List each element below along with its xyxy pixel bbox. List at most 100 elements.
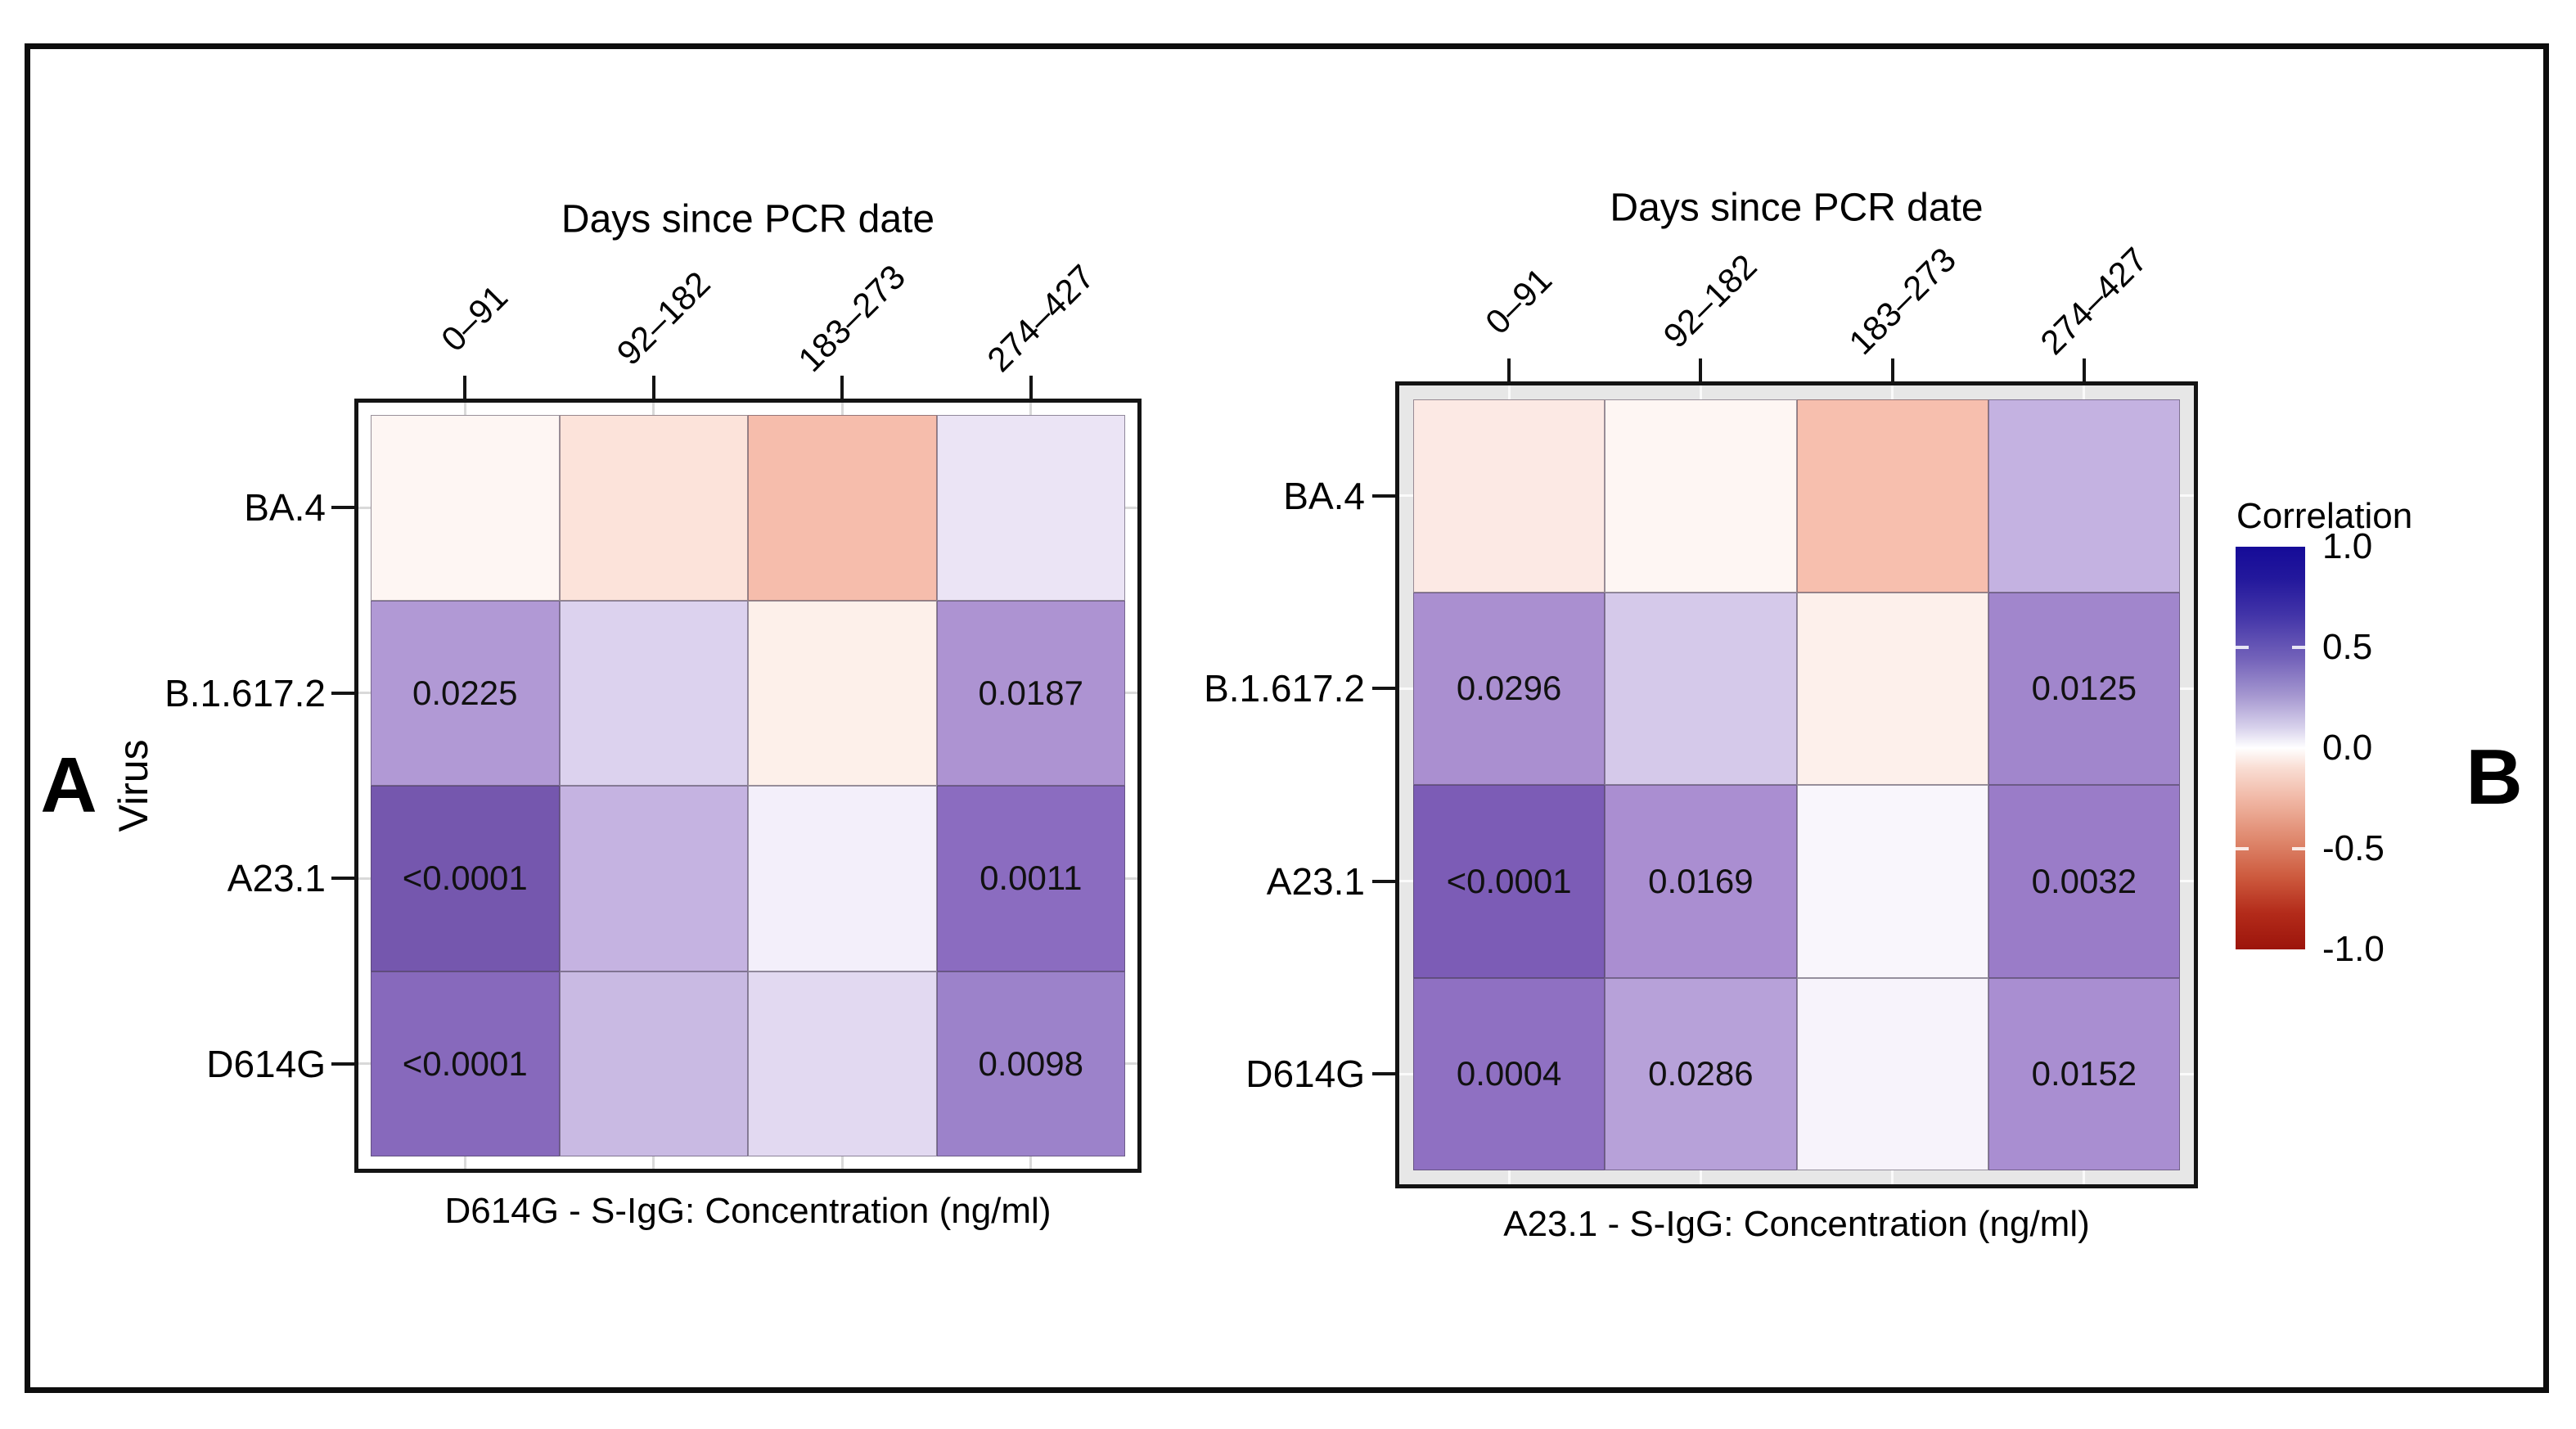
margin-stub xyxy=(2180,1072,2194,1075)
heatmap-cell: 0.0225 xyxy=(371,600,560,786)
heatmap-cell xyxy=(1413,399,1605,593)
margin-stub xyxy=(1029,1156,1033,1169)
p-value-annotation: <0.0001 xyxy=(402,859,528,898)
margin-stub xyxy=(2180,494,2194,498)
p-value-annotation: 0.0125 xyxy=(2031,669,2137,708)
margin-stub xyxy=(463,403,466,415)
colorbar-tick xyxy=(2236,646,2249,649)
colorbar-tick-label: -0.5 xyxy=(2322,828,2385,868)
margin-stub xyxy=(1507,1170,1511,1184)
colorbar-tick xyxy=(2292,847,2305,850)
p-value-annotation: 0.0098 xyxy=(978,1044,1083,1083)
axis-tick xyxy=(331,691,354,695)
axis-tick xyxy=(1890,358,1894,381)
heatmap-grid: 0.0225 0.0187 <0.0001 0.0011 <0.0001 0.0098 xyxy=(371,415,1125,1156)
y-tick-label: BA.4 xyxy=(244,486,326,530)
axis-tick xyxy=(1699,358,1703,381)
margin-stub xyxy=(1125,877,1137,880)
heatmap-cell xyxy=(936,415,1125,601)
heatmap-cell xyxy=(559,786,748,971)
margin-stub xyxy=(1507,385,1511,399)
heatmap-cell xyxy=(559,971,748,1156)
heatmap-cell xyxy=(748,600,937,786)
axis-tick xyxy=(1507,358,1511,381)
x-axis-caption: D614G - S-IgG: Concentration (ng/ml) xyxy=(444,1191,1052,1231)
heatmap-cell xyxy=(1796,399,1988,593)
y-tick-label: D614G xyxy=(1245,1053,1365,1096)
p-value-annotation: 0.0011 xyxy=(980,859,1083,898)
heatmap-cell: 0.0004 xyxy=(1413,977,1605,1170)
margin-stub xyxy=(358,877,371,880)
p-value-annotation: <0.0001 xyxy=(1446,861,1572,900)
p-value-annotation: 0.0169 xyxy=(1648,861,1754,900)
y-tick-label: B.1.617.2 xyxy=(164,671,326,714)
colorbar-tick-label: 0.5 xyxy=(2322,627,2373,667)
axis-tick xyxy=(840,376,844,399)
top-axis-title: Days since PCR date xyxy=(1610,186,1984,230)
margin-stub xyxy=(358,1062,371,1066)
panel-b-label: B xyxy=(2466,733,2523,821)
margin-stub xyxy=(358,506,371,509)
axis-tick xyxy=(463,376,467,399)
heatmap-cell xyxy=(748,786,937,971)
heatmap-grid: 0.0296 0.0125 <0.0001 0.0169 0.0032 0.0004 0.0… xyxy=(1413,399,2180,1170)
heatmap-cell xyxy=(748,971,937,1156)
heatmap-cell xyxy=(1796,977,1988,1170)
colorbar-gradient xyxy=(2236,547,2305,949)
figure-border xyxy=(25,43,2549,1393)
heatmap-cell: <0.0001 xyxy=(1413,785,1605,978)
axis-tick xyxy=(1372,879,1395,883)
y-tick-label: A23.1 xyxy=(227,857,326,900)
margin-stub xyxy=(2180,687,2194,690)
heatmap-cell: <0.0001 xyxy=(371,971,560,1156)
margin-stub xyxy=(1399,687,1413,690)
axis-tick xyxy=(1372,494,1395,498)
axis-tick xyxy=(1372,687,1395,691)
heatmap-cell: 0.0032 xyxy=(1988,785,2180,978)
axis-tick xyxy=(1372,1072,1395,1076)
margin-stub xyxy=(1029,403,1033,415)
margin-stub xyxy=(1399,494,1413,498)
p-value-annotation: 0.0187 xyxy=(978,673,1083,712)
axis-tick xyxy=(331,1062,354,1066)
heatmap-cell: 0.0152 xyxy=(1988,977,2180,1170)
p-value-annotation: 0.0152 xyxy=(2031,1054,2137,1093)
axis-tick xyxy=(2082,358,2086,381)
margin-stub xyxy=(463,1156,466,1169)
colorbar-tick-label: -1.0 xyxy=(2322,929,2385,969)
margin-stub xyxy=(652,1156,655,1169)
panel-a-label: A xyxy=(40,742,97,829)
margin-stub xyxy=(1699,385,1702,399)
heatmap-cell: <0.0001 xyxy=(371,786,560,971)
margin-stub xyxy=(1399,880,1413,883)
heatmap-cell xyxy=(1988,399,2180,593)
margin-stub xyxy=(358,692,371,695)
y-tick-label: A23.1 xyxy=(1266,859,1365,903)
margin-stub xyxy=(2083,385,2086,399)
heatmap-cell xyxy=(371,415,560,601)
margin-stub xyxy=(2083,1170,2086,1184)
colorbar-tick-label: 1.0 xyxy=(2322,526,2373,566)
y-tick-label: B.1.617.2 xyxy=(1204,667,1365,710)
p-value-annotation: 0.0032 xyxy=(2031,861,2137,900)
top-axis-title: Days since PCR date xyxy=(561,197,935,241)
margin-stub xyxy=(840,1156,844,1169)
margin-stub xyxy=(1699,1170,1702,1184)
heatmap-cell xyxy=(559,600,748,786)
margin-stub xyxy=(840,403,844,415)
margin-stub xyxy=(1891,1170,1894,1184)
heatmap-cell xyxy=(559,415,748,601)
margin-stub xyxy=(652,403,655,415)
y-tick-label: D614G xyxy=(206,1042,326,1085)
margin-stub xyxy=(1125,692,1137,695)
heatmap-cell: 0.0296 xyxy=(1413,592,1605,785)
axis-tick xyxy=(331,506,354,510)
margin-stub xyxy=(1125,506,1137,509)
colorbar-tick-label: 0.0 xyxy=(2322,728,2373,768)
y-tick-label: BA.4 xyxy=(1283,474,1365,517)
colorbar-tick xyxy=(2236,847,2249,850)
colorbar-tick xyxy=(2292,646,2305,649)
colorbar-title: Correlation xyxy=(2236,496,2413,536)
heatmap-cell: 0.0098 xyxy=(936,971,1125,1156)
